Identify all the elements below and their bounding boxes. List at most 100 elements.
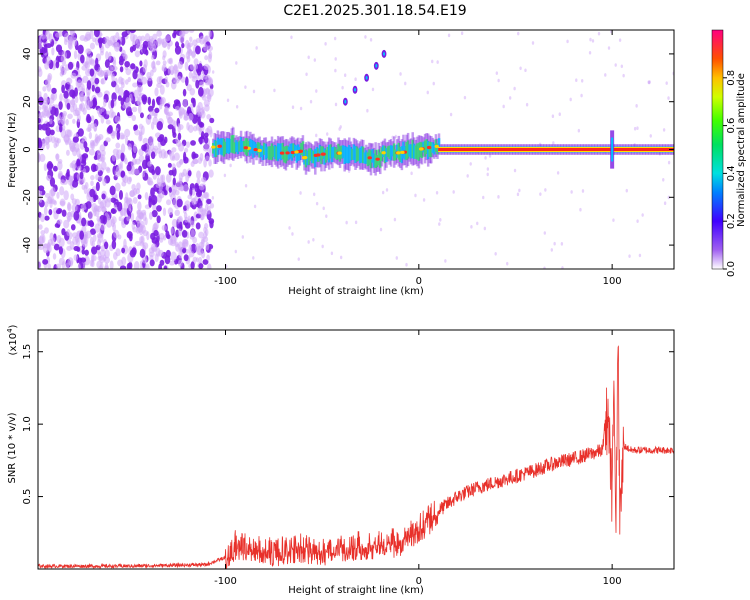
noise-speckle — [149, 259, 155, 267]
noise-speckle — [66, 229, 71, 237]
faint-speckle — [447, 33, 451, 38]
noise-speckle — [79, 257, 87, 263]
noise-speckle — [167, 116, 173, 125]
noise-speckle — [90, 115, 95, 122]
band-hotspot — [381, 151, 386, 155]
noise-speckle — [43, 92, 48, 102]
noise-speckle — [168, 260, 175, 266]
faint-speckle — [299, 191, 302, 195]
faint-speckle — [667, 96, 670, 100]
noise-speckle — [121, 180, 127, 187]
band-mid — [236, 142, 240, 155]
noise-speckle — [66, 102, 71, 110]
noise-speckle — [90, 180, 94, 187]
band-mid — [327, 144, 331, 163]
noise-speckle — [151, 199, 156, 206]
noise-speckle — [156, 30, 163, 37]
faint-speckle — [288, 226, 291, 230]
noise-speckle — [90, 174, 95, 181]
noise-speckle — [128, 201, 132, 212]
faint-speckle — [513, 168, 517, 173]
noise-speckle — [110, 208, 116, 214]
noise-speckle — [197, 116, 201, 126]
noise-speckle — [178, 172, 183, 182]
noise-speckle — [77, 128, 84, 137]
noise-speckle — [195, 109, 201, 115]
noise-speckle — [39, 234, 45, 245]
noise-speckle — [58, 257, 65, 266]
band-mid — [242, 141, 246, 153]
noise-speckle — [79, 230, 85, 240]
noise-speckle — [80, 203, 87, 211]
noise-speckle — [71, 179, 79, 188]
faint-speckle — [354, 77, 357, 81]
noise-speckle — [129, 249, 136, 258]
noise-speckle — [131, 222, 136, 230]
noise-speckle — [134, 129, 141, 136]
faint-speckle — [476, 221, 479, 226]
noise-speckle — [61, 119, 66, 126]
noise-speckle — [54, 107, 59, 117]
noise-speckle — [208, 159, 212, 167]
noise-speckle — [106, 167, 111, 174]
noise-speckle — [171, 218, 178, 228]
faint-speckle — [580, 79, 584, 83]
noise-speckle — [164, 105, 168, 115]
noise-speckle — [157, 249, 164, 257]
noise-speckle — [61, 209, 67, 217]
noise-speckle — [68, 260, 74, 267]
noise-speckle — [46, 109, 51, 117]
noise-speckle — [202, 259, 209, 265]
faint-speckle — [607, 46, 611, 50]
noise-speckle — [156, 76, 162, 85]
noise-speckle — [101, 205, 107, 214]
faint-speckle — [633, 143, 636, 147]
noise-speckle — [142, 137, 149, 145]
noise-speckle — [114, 115, 121, 123]
noise-speckle — [90, 253, 95, 263]
band-mid — [343, 145, 346, 165]
noise-speckle — [49, 129, 55, 136]
noise-speckle — [89, 188, 96, 198]
noise-speckle — [151, 98, 156, 109]
noise-speckle — [172, 177, 176, 186]
noise-speckle — [92, 234, 97, 242]
band-mid — [235, 140, 238, 153]
noise-speckle — [191, 72, 197, 79]
band-hotspot — [303, 155, 308, 160]
noise-speckle — [125, 192, 129, 202]
band-mid — [383, 145, 387, 164]
band-mid — [360, 146, 363, 163]
noise-speckle — [184, 147, 189, 153]
noise-speckle — [195, 45, 201, 55]
band-mid — [377, 149, 380, 166]
faint-speckle — [339, 125, 342, 129]
noise-speckle — [203, 158, 207, 168]
band-mid — [394, 149, 397, 161]
noise-speckle — [155, 60, 161, 66]
band-mid — [414, 145, 418, 159]
noise-speckle — [90, 122, 95, 129]
noise-speckle — [55, 44, 63, 53]
noise-speckle — [98, 38, 103, 49]
noise-speckle — [183, 115, 189, 121]
noise-speckle — [207, 53, 212, 63]
noise-speckle — [192, 39, 198, 47]
noise-speckle — [49, 177, 56, 187]
noise-speckle — [203, 63, 210, 71]
noise-speckle — [206, 114, 212, 120]
spectrogram-x-tick-label: 100 — [603, 276, 622, 287]
band-mid — [295, 145, 298, 163]
band-hotspot — [243, 146, 248, 150]
faint-speckle — [543, 231, 547, 235]
band-hotspot — [211, 145, 216, 149]
faint-speckle — [354, 220, 358, 225]
noise-speckle — [95, 181, 100, 192]
noise-speckle — [148, 251, 155, 258]
band-mid — [222, 138, 226, 157]
band-hotspot — [419, 147, 424, 151]
noise-speckle — [126, 262, 132, 269]
noise-speckle — [142, 44, 148, 55]
band-mid — [335, 149, 339, 160]
noise-speckle — [188, 244, 193, 253]
